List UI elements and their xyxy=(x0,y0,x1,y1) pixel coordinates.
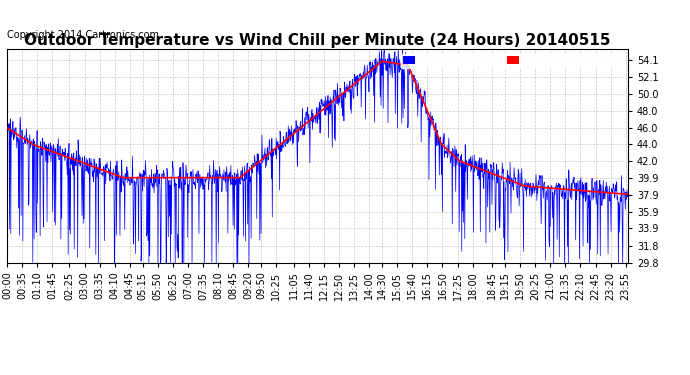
Legend: Wind Chill (°F), Temperature (°F): Wind Chill (°F), Temperature (°F) xyxy=(401,54,623,68)
Text: Copyright 2014 Cartronics.com: Copyright 2014 Cartronics.com xyxy=(7,30,159,40)
Title: Outdoor Temperature vs Wind Chill per Minute (24 Hours) 20140515: Outdoor Temperature vs Wind Chill per Mi… xyxy=(24,33,611,48)
